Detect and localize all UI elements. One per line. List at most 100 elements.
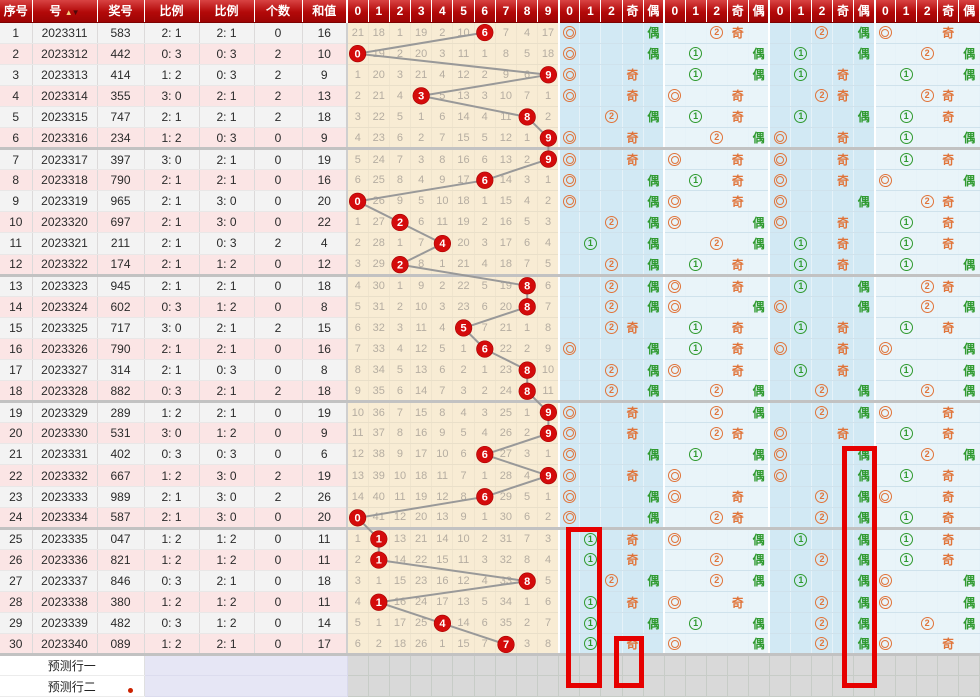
prediction-grid-cell[interactable] — [706, 675, 728, 697]
group-cell: 偶 — [643, 380, 665, 404]
prediction-grid-cell[interactable] — [516, 654, 539, 677]
prediction-grid-cell[interactable] — [347, 654, 369, 677]
prediction-grid-cell[interactable] — [410, 654, 433, 677]
sum-cell: 13 — [302, 85, 348, 107]
sort-desc-icon[interactable]: ▼ — [71, 8, 80, 18]
prediction-grid-cell[interactable] — [769, 654, 791, 677]
prediction-grid-cell[interactable] — [748, 675, 770, 697]
group-cell: 奇 — [622, 127, 644, 151]
miss-cell: 41 — [368, 507, 390, 530]
prediction-grid-cell[interactable] — [790, 675, 812, 697]
prediction-grid-cell[interactable] — [748, 654, 770, 677]
prediction-grid-cell[interactable] — [474, 654, 496, 677]
prediction-grid-cell[interactable] — [537, 675, 560, 697]
prediction-grid-cell[interactable] — [622, 654, 644, 677]
prediction-grid-cell[interactable] — [474, 675, 496, 697]
prediction-grid-cell[interactable] — [495, 654, 518, 677]
prediction-grid-cell[interactable] — [811, 654, 833, 677]
prediction-grid-cell[interactable] — [643, 654, 665, 677]
miss-cell: 5 — [345, 296, 369, 318]
prediction-grid-cell[interactable] — [727, 675, 749, 697]
group-cell — [832, 190, 855, 213]
miss-cell: 10 — [452, 528, 475, 550]
miss-cell: 8 — [389, 422, 412, 445]
mod3-marker-0 — [878, 574, 892, 588]
odd-label: 奇 — [731, 26, 744, 41]
mod3-marker-2: 2 — [604, 321, 618, 335]
prediction-grid-cell[interactable] — [937, 675, 960, 697]
miss-cell: 3 — [410, 148, 433, 171]
mod3-marker-1: 1 — [689, 257, 703, 271]
prediction-grid-cell[interactable] — [452, 654, 475, 677]
prediction-grid-cell[interactable] — [368, 654, 390, 677]
miss-cell: 2 — [516, 338, 539, 361]
prediction-grid-cell[interactable] — [368, 675, 390, 697]
prediction-grid-cell[interactable] — [516, 675, 539, 697]
prediction-input-area[interactable] — [144, 675, 348, 697]
prize-cell: 583 — [97, 22, 145, 44]
prediction-grid-cell[interactable] — [790, 654, 812, 677]
prediction-grid-cell[interactable] — [769, 675, 791, 697]
group-cell — [727, 443, 749, 466]
prediction-grid-cell[interactable] — [643, 675, 665, 697]
miss-cell: 20 — [452, 232, 475, 255]
group-cell — [557, 85, 581, 107]
column-header-g2-偶: 偶 — [748, 0, 770, 23]
prediction-grid-cell[interactable] — [389, 675, 412, 697]
even-label: 偶 — [647, 215, 660, 230]
prediction-grid-cell[interactable] — [895, 675, 918, 697]
prediction-grid-cell[interactable] — [811, 675, 833, 697]
prediction-grid-cell[interactable] — [664, 675, 686, 697]
group-cell — [811, 64, 833, 86]
prediction-grid-cell[interactable] — [916, 675, 939, 697]
prediction-grid-cell[interactable] — [706, 654, 728, 677]
prediction-grid-cell[interactable] — [495, 675, 518, 697]
prediction-input-area[interactable] — [144, 654, 348, 677]
miss-cell: 3 — [431, 43, 454, 65]
odd-label: 奇 — [731, 153, 744, 168]
group-cell: 2 — [811, 85, 833, 107]
mod3-marker-1: 1 — [689, 47, 703, 61]
miss-cell — [537, 64, 560, 86]
miss-cell — [474, 22, 496, 44]
prediction-grid-cell[interactable] — [410, 675, 433, 697]
miss-cell: 18 — [368, 22, 390, 44]
sort-asc-icon[interactable]: ▲ — [64, 8, 73, 18]
prediction-grid-cell[interactable] — [389, 654, 412, 677]
miss-cell: 2 — [368, 633, 390, 657]
prediction-grid-cell[interactable] — [431, 675, 454, 697]
prediction-grid-cell[interactable] — [895, 654, 918, 677]
prediction-grid-cell[interactable] — [958, 675, 980, 697]
prediction-grid-cell[interactable] — [937, 654, 960, 677]
prediction-grid-cell[interactable] — [579, 654, 602, 677]
odd-label: 奇 — [837, 426, 850, 441]
miss-cell: 19 — [452, 211, 475, 234]
ratio1-cell: 2: 1 — [144, 275, 200, 297]
highlight-box-g3-even — [842, 446, 877, 688]
mod3-marker-0 — [668, 469, 682, 483]
group-cell: 奇 — [832, 211, 855, 234]
miss-cell: 9 — [345, 380, 369, 404]
prediction-grid-cell[interactable] — [537, 654, 560, 677]
group-cell — [790, 85, 812, 107]
prediction-grid-cell[interactable] — [874, 654, 897, 677]
group-cell — [853, 64, 876, 86]
prediction-grid-cell[interactable] — [452, 675, 475, 697]
group-cell — [748, 507, 770, 530]
group-cell: 1 — [895, 317, 918, 339]
group-cell: 2 — [811, 401, 833, 424]
prediction-grid-cell[interactable] — [958, 654, 980, 677]
prediction-grid-cell[interactable] — [874, 675, 897, 697]
prediction-grid-cell[interactable] — [664, 654, 686, 677]
prediction-grid-cell[interactable] — [347, 675, 369, 697]
prediction-grid-cell[interactable] — [431, 654, 454, 677]
column-header-g3-2: 2 — [811, 0, 833, 23]
prediction-grid-cell[interactable] — [685, 654, 707, 677]
prediction-grid-cell[interactable] — [916, 654, 939, 677]
column-header-issue[interactable]: 号 ▲▼ — [32, 0, 98, 23]
prediction-grid-cell[interactable] — [727, 654, 749, 677]
prediction-row-1: 预测行一 — [0, 654, 980, 677]
miss-cell: 4 — [537, 549, 560, 571]
prize-cell: 587 — [97, 507, 145, 530]
prediction-grid-cell[interactable] — [685, 675, 707, 697]
